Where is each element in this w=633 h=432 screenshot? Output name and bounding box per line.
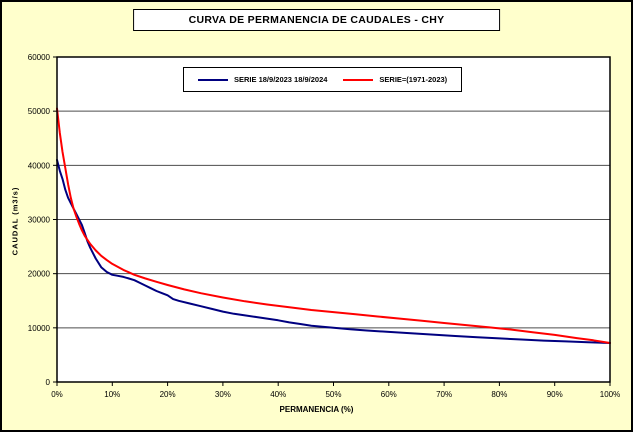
svg-text:20000: 20000 bbox=[28, 270, 51, 279]
svg-text:30%: 30% bbox=[215, 390, 231, 399]
legend-line-swatch-red bbox=[343, 78, 374, 81]
y-axis-label: CAUDAL (m3/s) bbox=[10, 186, 20, 256]
svg-text:80%: 80% bbox=[491, 390, 507, 399]
svg-text:0: 0 bbox=[46, 378, 51, 387]
svg-text:50000: 50000 bbox=[28, 107, 51, 116]
svg-text:10%: 10% bbox=[104, 390, 120, 399]
svg-text:30000: 30000 bbox=[28, 216, 51, 225]
svg-text:100%: 100% bbox=[600, 390, 620, 399]
svg-text:10000: 10000 bbox=[28, 324, 51, 333]
chart-legend: SERIE 18/9/2023 18/9/2024 SERIE=(1971-20… bbox=[183, 67, 463, 92]
legend-label: SERIE 18/9/2023 18/9/2024 bbox=[234, 75, 328, 84]
legend-item-serie-1971-2023: SERIE=(1971-2023) bbox=[343, 75, 447, 84]
svg-text:40%: 40% bbox=[270, 390, 286, 399]
chart-title: CURVA DE PERMANENCIA DE CAUDALES - CHY bbox=[132, 9, 501, 31]
svg-text:70%: 70% bbox=[436, 390, 452, 399]
legend-label: SERIE=(1971-2023) bbox=[379, 75, 448, 84]
svg-text:50%: 50% bbox=[325, 390, 341, 399]
svg-text:90%: 90% bbox=[547, 390, 563, 399]
legend-line-swatch-navy bbox=[198, 78, 228, 81]
svg-text:60%: 60% bbox=[381, 390, 397, 399]
legend-item-serie-2023-2024: SERIE 18/9/2023 18/9/2024 bbox=[198, 75, 327, 84]
svg-text:0%: 0% bbox=[51, 390, 63, 399]
svg-text:40000: 40000 bbox=[28, 161, 51, 170]
x-axis-label: PERMANENCIA (%) bbox=[279, 405, 354, 414]
svg-text:20%: 20% bbox=[160, 390, 176, 399]
svg-text:60000: 60000 bbox=[28, 53, 51, 62]
